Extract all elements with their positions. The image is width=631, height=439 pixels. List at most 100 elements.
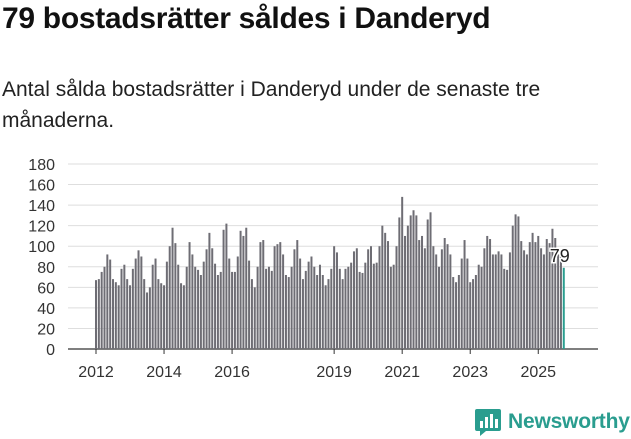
bar bbox=[542, 254, 545, 349]
bar bbox=[299, 258, 302, 349]
bar bbox=[313, 266, 316, 349]
bar bbox=[95, 280, 97, 349]
bar bbox=[265, 268, 268, 349]
bar bbox=[327, 279, 330, 349]
bar bbox=[216, 275, 219, 349]
bar bbox=[231, 271, 234, 349]
bar bbox=[477, 264, 480, 349]
bar bbox=[293, 249, 296, 349]
bar bbox=[508, 252, 511, 349]
bar bbox=[191, 254, 194, 349]
bar bbox=[171, 227, 174, 349]
bar bbox=[412, 210, 415, 349]
bar bbox=[446, 244, 449, 349]
bar bbox=[151, 264, 154, 349]
x-tick-label: 2025 bbox=[520, 364, 556, 381]
bar bbox=[367, 249, 370, 349]
bar bbox=[287, 277, 290, 349]
bar bbox=[174, 243, 177, 349]
bar bbox=[517, 216, 520, 349]
bar bbox=[253, 287, 256, 349]
bar bbox=[143, 279, 146, 349]
bar bbox=[284, 275, 287, 349]
bar bbox=[296, 240, 299, 349]
bar bbox=[182, 285, 185, 349]
bar bbox=[404, 235, 407, 349]
bar bbox=[290, 266, 293, 349]
bar bbox=[180, 283, 183, 349]
bar bbox=[307, 261, 310, 349]
bar bbox=[157, 279, 160, 349]
bar bbox=[449, 254, 452, 349]
y-tick-label: 160 bbox=[28, 178, 55, 195]
bar bbox=[245, 227, 248, 349]
bar bbox=[330, 268, 333, 349]
bar bbox=[455, 282, 458, 349]
bar bbox=[114, 282, 117, 349]
data-label-layer: 79 bbox=[548, 244, 571, 267]
y-tick-label: 120 bbox=[28, 219, 55, 236]
bar bbox=[194, 266, 197, 349]
bar bbox=[112, 279, 115, 349]
bar bbox=[211, 248, 214, 349]
bar bbox=[548, 243, 551, 349]
bar bbox=[140, 256, 143, 349]
x-tick-label: 2021 bbox=[384, 364, 420, 381]
chart-title: 79 bostadsrätter såldes i Danderyd bbox=[2, 2, 491, 35]
bar bbox=[494, 254, 497, 349]
y-tick-label: 100 bbox=[28, 239, 55, 256]
bar bbox=[503, 268, 506, 349]
bar bbox=[398, 217, 401, 349]
brand-name: Newsworthy bbox=[508, 410, 630, 433]
bar bbox=[525, 254, 528, 349]
bar bbox=[208, 232, 211, 349]
bar bbox=[163, 285, 166, 349]
bar bbox=[457, 275, 460, 349]
bar bbox=[559, 256, 562, 349]
bar bbox=[557, 254, 560, 349]
y-tick-label: 80 bbox=[37, 260, 55, 277]
bar bbox=[534, 242, 537, 349]
bar bbox=[443, 238, 446, 349]
y-tick-label: 40 bbox=[37, 301, 55, 318]
newsworthy-logo-icon bbox=[475, 409, 501, 436]
bar bbox=[401, 196, 404, 349]
bar bbox=[318, 264, 321, 349]
bar bbox=[239, 230, 242, 349]
bar bbox=[500, 254, 503, 349]
highlight-data-label: 79 bbox=[550, 246, 570, 266]
bar bbox=[100, 271, 103, 349]
bar bbox=[355, 248, 358, 349]
bar bbox=[421, 235, 424, 349]
x-tick-label: 2014 bbox=[146, 364, 182, 381]
bar bbox=[321, 275, 324, 349]
bar bbox=[137, 250, 140, 349]
x-tick-label: 2023 bbox=[452, 364, 488, 381]
bar bbox=[228, 258, 231, 349]
bar bbox=[165, 261, 168, 349]
bar bbox=[177, 264, 180, 349]
bar bbox=[486, 235, 489, 349]
x-tick-label: 2012 bbox=[78, 364, 114, 381]
y-tick-label: 180 bbox=[28, 157, 55, 174]
bar bbox=[316, 275, 319, 349]
bar bbox=[117, 285, 120, 349]
bar bbox=[236, 256, 239, 349]
bar bbox=[347, 266, 350, 349]
bar bbox=[480, 266, 483, 349]
bar bbox=[324, 285, 327, 349]
bar bbox=[540, 248, 543, 349]
bar bbox=[202, 261, 205, 349]
newsworthy-brand: Newsworthy bbox=[474, 406, 630, 438]
bar bbox=[333, 246, 336, 349]
bar bbox=[395, 246, 398, 349]
bar bbox=[123, 264, 126, 349]
bar bbox=[185, 266, 188, 349]
bar bbox=[267, 266, 270, 349]
bar bbox=[352, 251, 355, 349]
bar bbox=[197, 269, 200, 349]
bar bbox=[489, 239, 492, 349]
bar bbox=[242, 235, 245, 349]
bar bbox=[214, 263, 217, 349]
bar bbox=[310, 256, 313, 349]
